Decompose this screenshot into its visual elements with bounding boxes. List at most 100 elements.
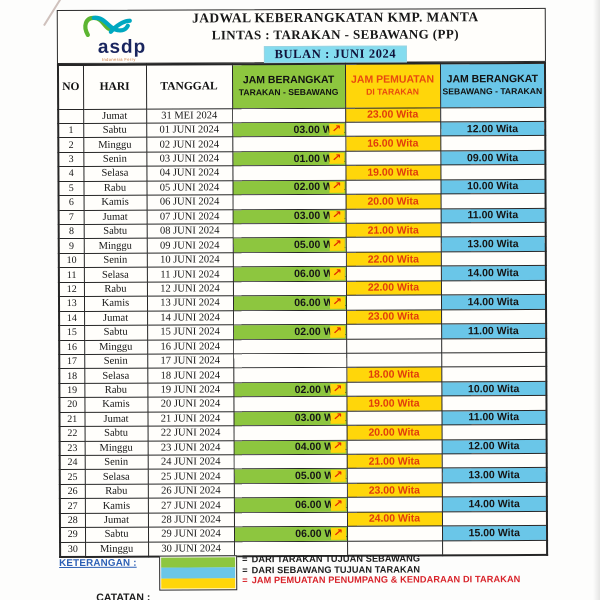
cell-depart-tarakan: 06.00 Wita ↗ — [232, 266, 346, 282]
cell-depart-sebawang — [441, 366, 547, 382]
cell-muat-tarakan: 23.00 Wita — [346, 482, 442, 498]
arrow-up-right-icon: ↗ — [329, 412, 346, 424]
cell-muat-tarakan — [345, 295, 442, 310]
cell-tanggal: 05 JUNI 2024 — [146, 180, 233, 196]
cell-no: 15 — [59, 325, 85, 341]
cell-no: 3 — [58, 152, 84, 167]
cell-depart-tarakan: 04.00 Wita ↗ — [233, 439, 347, 455]
cell-hari: Sabtu — [84, 325, 148, 340]
cell-depart-tarakan — [233, 425, 347, 441]
cell-depart-tarakan: 02.00 Wita ↗ — [233, 324, 347, 340]
cell-depart-tarakan — [232, 223, 346, 239]
cell-depart-tarakan: 03.00 Wita ↗ — [232, 208, 346, 224]
cell-depart-tarakan — [232, 136, 346, 152]
cell-no: 12 — [58, 282, 84, 297]
cell-muat-tarakan — [346, 352, 442, 368]
col-header-tanggal: TANGGAL — [145, 64, 233, 109]
cell-depart-sebawang: 12.00 Wita — [440, 121, 546, 137]
cell-tanggal: 27 JUNI 2024 — [147, 498, 234, 513]
cell-tanggal: 19 JUNI 2024 — [147, 382, 234, 398]
cell-hari: Jumat — [83, 108, 147, 124]
cell-depart-sebawang — [441, 482, 547, 498]
cell-hari: Rabu — [83, 180, 147, 196]
cell-tanggal: 02 JUNI 2024 — [146, 137, 233, 152]
cell-muat-tarakan — [346, 410, 442, 426]
keterangan-label: KETERANGAN : — [59, 557, 137, 570]
col-header-hari: HARI — [82, 64, 147, 109]
cell-no: 14 — [59, 311, 85, 326]
cell-depart-sebawang: 10.00 Wita — [441, 381, 547, 397]
cell-depart-tarakan: 02.00 Wita ↗ — [232, 179, 346, 195]
cell-no: 27 — [59, 498, 85, 514]
cell-depart-sebawang: 10.00 Wita — [440, 179, 546, 195]
arrow-up-right-icon: ↗ — [330, 499, 346, 511]
cell-tanggal: 04 JUNI 2024 — [146, 166, 233, 181]
cell-depart-sebawang: 15.00 Wita — [441, 525, 548, 541]
cell-depart-sebawang — [441, 424, 547, 440]
cell-no: 4 — [58, 166, 84, 182]
cell-tanggal: 07 JUNI 2024 — [146, 209, 233, 225]
cell-tanggal: 29 JUNI 2024 — [147, 526, 235, 542]
cell-depart-tarakan: 05.00 Wita ↗ — [233, 468, 347, 484]
cell-depart-sebawang: 09.00 Wita — [440, 150, 546, 166]
cell-hari: Sabtu — [84, 426, 148, 442]
cell-no: 2 — [58, 137, 84, 153]
legend-items: = DARI TARAKAN TUJUAN SEBAWANG = DARI SEBA… — [242, 553, 520, 586]
cell-depart-tarakan — [233, 454, 347, 470]
cell-no: 6 — [58, 195, 84, 211]
cell-tanggal: 10 JUNI 2024 — [146, 252, 233, 268]
cell-hari: Jumat — [84, 411, 148, 427]
doc-title: JADWAL KEBERANGKATAN KMP. MANTA — [192, 8, 479, 25]
cell-no: 23 — [59, 441, 85, 456]
cell-tanggal: 24 JUNI 2024 — [147, 454, 234, 470]
cell-depart-sebawang: 13.00 Wita — [440, 236, 546, 252]
cell-no: 17 — [59, 354, 85, 369]
cell-depart-tarakan — [233, 309, 347, 325]
cell-hari: Minggu — [84, 339, 148, 355]
cell-depart-sebawang — [441, 337, 547, 353]
cell-hari: Sabtu — [83, 123, 147, 138]
schedule-body: Jumat 31 MEI 2024 23.00 Wita 1 Sabtu 01 … — [58, 106, 548, 557]
cell-depart-tarakan: 02.00 Wita ↗ — [233, 382, 347, 398]
arrow-up-right-icon: ↗ — [329, 239, 345, 251]
cell-muat-tarakan: 24.00 Wita — [346, 511, 442, 527]
cell-tanggal: 20 JUNI 2024 — [147, 397, 234, 412]
cell-no: 20 — [59, 397, 85, 413]
cell-muat-tarakan — [345, 208, 441, 224]
cell-depart-sebawang: 12.00 Wita — [441, 438, 547, 454]
cell-no: 28 — [59, 513, 85, 528]
cell-depart-sebawang — [440, 251, 546, 267]
cell-no: 1 — [58, 123, 84, 138]
cell-depart-tarakan: 01.00 Wita ↗ — [232, 151, 346, 167]
cell-hari: Kamis — [84, 498, 148, 514]
cell-hari: Selasa — [84, 368, 148, 384]
cell-muat-tarakan: 22.00 Wita — [345, 251, 441, 267]
cell-depart-tarakan — [233, 483, 347, 499]
document-header: asdp Indonesia Ferry JADWAL KEBERANGKATA… — [56, 7, 546, 65]
cell-depart-sebawang: 14.00 Wita — [440, 294, 547, 310]
cell-hari: Minggu — [84, 440, 148, 456]
cell-depart-sebawang: 14.00 Wita — [440, 265, 546, 281]
cell-hari: Senin — [84, 455, 148, 470]
cell-hari: Selasa — [83, 166, 147, 182]
legend-item-yellow: = JAM PEMUATAN PENUMPANG & KENDARAAN DI T… — [242, 574, 521, 586]
cell-depart-sebawang: 11.00 Wita — [440, 207, 546, 223]
cell-muat-tarakan — [346, 526, 443, 541]
cell-muat-tarakan — [346, 497, 442, 513]
cell-tanggal: 18 JUNI 2024 — [147, 368, 234, 383]
cell-hari: Minggu — [83, 137, 147, 153]
cell-no: 25 — [59, 469, 85, 485]
cell-depart-sebawang — [440, 193, 546, 209]
arrow-up-right-icon: ↗ — [328, 152, 344, 165]
arrow-up-right-icon: ↗ — [329, 297, 345, 309]
cell-hari: Rabu — [84, 484, 148, 499]
cell-tanggal: 01 JUNI 2024 — [146, 122, 233, 138]
cell-no: 5 — [58, 181, 84, 196]
cell-muat-tarakan: 20.00 Wita — [345, 194, 441, 209]
month-line: BULAN : JUNI 2024 — [166, 44, 505, 63]
cell-no: 19 — [59, 383, 85, 398]
cell-depart-tarakan — [233, 353, 347, 369]
cell-hari: Kamis — [83, 296, 148, 312]
cell-depart-tarakan: 03.00 Wita ↗ — [233, 410, 347, 426]
cell-hari: Kamis — [84, 397, 148, 413]
